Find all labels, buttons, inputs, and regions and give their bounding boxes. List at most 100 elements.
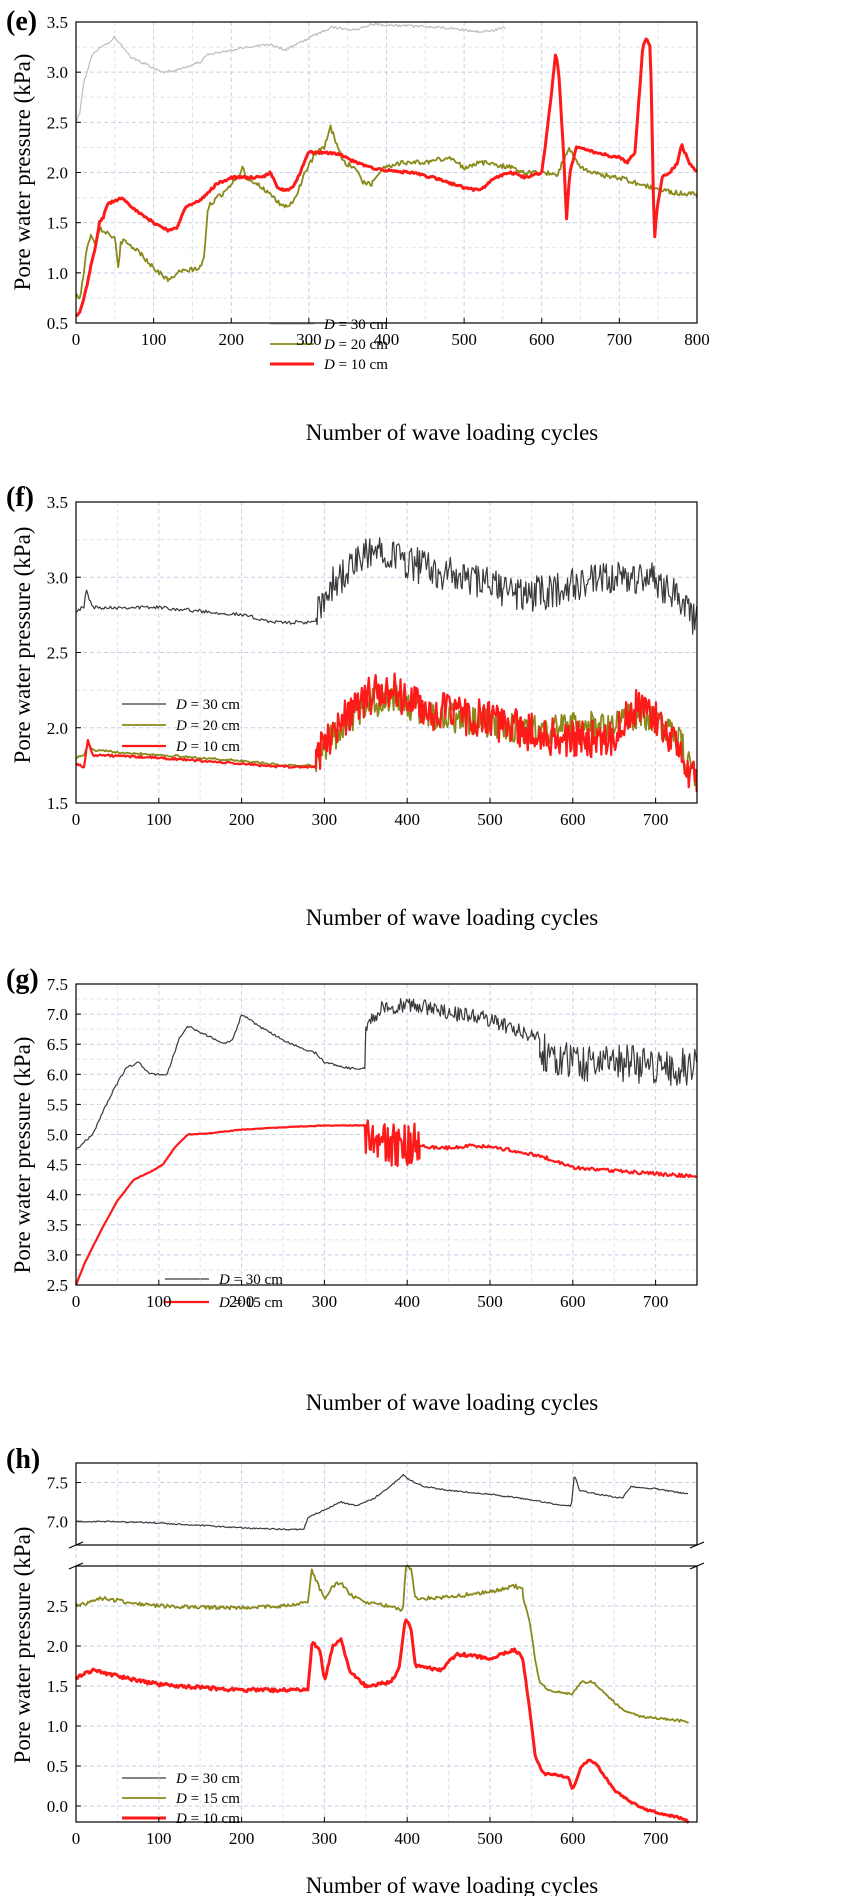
legend-label-g-d30: D = 30 cm bbox=[218, 1272, 283, 1288]
axis-break-mark bbox=[689, 1562, 705, 1570]
x-tick-label: 100 bbox=[146, 1292, 172, 1311]
x-tick-label: 200 bbox=[229, 1292, 255, 1311]
axis-break-mark bbox=[68, 1562, 84, 1570]
x-tick-label: 500 bbox=[477, 1829, 503, 1848]
x-axis-title-e: Number of wave loading cycles bbox=[306, 420, 599, 445]
y-axis-title-g: Pore water pressure (kPa) bbox=[10, 1037, 35, 1274]
y-tick-label: 2.0 bbox=[47, 1637, 68, 1656]
x-tick-label: 200 bbox=[219, 330, 245, 349]
series-line-e-2 bbox=[75, 37, 698, 317]
y-axis-title-f: Pore water pressure (kPa) bbox=[10, 527, 35, 764]
legend-f: D = 30 cm D = 20 cm D = 10 cm bbox=[122, 697, 240, 755]
series-line-g-1 bbox=[74, 1119, 698, 1286]
y-axis-title-h: Pore water pressure (kPa) bbox=[10, 1527, 35, 1764]
series-line-h-1 bbox=[75, 1564, 689, 1724]
y-tick-label: 1.0 bbox=[47, 264, 68, 283]
series-line-g-0 bbox=[75, 998, 698, 1151]
x-tick-label: 700 bbox=[643, 1829, 669, 1848]
x-axis-title-h: Number of wave loading cycles bbox=[306, 1873, 599, 1896]
y-tick-label: 7.0 bbox=[47, 1005, 68, 1024]
legend-label-h-d30: D = 30 cm bbox=[175, 1771, 240, 1787]
legend-e: D = 30 cm D = 20 cm D = 10 cm bbox=[270, 317, 388, 373]
y-tick-label: 0.0 bbox=[47, 1797, 68, 1816]
series-line-h-2 bbox=[74, 1618, 690, 1824]
x-tick-label: 600 bbox=[529, 330, 555, 349]
x-tick-label: 700 bbox=[607, 330, 633, 349]
x-tick-label: 0 bbox=[72, 1829, 81, 1848]
y-tick-label: 4.5 bbox=[47, 1156, 68, 1175]
y-tick-label: 2.5 bbox=[47, 113, 68, 132]
panel-label-e: (e) bbox=[6, 6, 37, 37]
x-axis-title-f: Number of wave loading cycles bbox=[306, 905, 599, 930]
grid-h bbox=[75, 1463, 697, 1822]
y-tick-label: 3.5 bbox=[47, 1216, 68, 1235]
y-tick-label: 2.5 bbox=[47, 1276, 68, 1295]
x-axis-title-g: Number of wave loading cycles bbox=[306, 1390, 599, 1415]
x-tick-label: 400 bbox=[394, 1292, 420, 1311]
x-tick-label: 200 bbox=[229, 1829, 255, 1848]
y-tick-label: 0.5 bbox=[47, 1757, 68, 1776]
x-tick-label: 200 bbox=[229, 810, 255, 829]
x-tick-label: 600 bbox=[560, 1829, 586, 1848]
legend-label-f-d20: D = 20 cm bbox=[175, 718, 240, 734]
x-tick-label: 400 bbox=[394, 1829, 420, 1848]
legend-label-e-d20: D = 20 cm bbox=[323, 337, 388, 353]
legend-label-e-d10: D = 10 cm bbox=[323, 357, 388, 373]
x-tick-label: 300 bbox=[312, 810, 338, 829]
panel-label-f: (f) bbox=[6, 482, 34, 513]
panel-g: (g) Pore water pressure (kPa) Number of … bbox=[6, 964, 698, 1415]
grid-f bbox=[75, 501, 697, 804]
x-tick-label: 100 bbox=[146, 1829, 172, 1848]
x-tick-label: 600 bbox=[560, 1292, 586, 1311]
axis-break-mark bbox=[689, 1541, 705, 1549]
y-tick-label: 3.0 bbox=[47, 568, 68, 587]
axis-break-mark bbox=[68, 1541, 84, 1549]
y-tick-label: 7.5 bbox=[47, 975, 68, 994]
plot-frame bbox=[75, 983, 698, 1286]
legend-g: D = 30 cm D = 15 cm bbox=[165, 1272, 283, 1311]
y-tick-label: 5.5 bbox=[47, 1095, 68, 1114]
x-tick-label: 300 bbox=[296, 330, 322, 349]
x-tick-label: 700 bbox=[643, 1292, 669, 1311]
y-tick-label: 5.0 bbox=[47, 1126, 68, 1145]
x-tick-label: 100 bbox=[146, 810, 172, 829]
panel-label-g: (g) bbox=[6, 964, 39, 995]
x-tick-label: 400 bbox=[374, 330, 400, 349]
series-line-f-0 bbox=[75, 537, 698, 635]
plot-frame bbox=[75, 21, 698, 324]
legend-label-e-d30: D = 30 cm bbox=[323, 317, 388, 333]
x-tick-label: 500 bbox=[477, 1292, 503, 1311]
y-tick-label: 4.0 bbox=[47, 1186, 68, 1205]
y-tick-label: 2.0 bbox=[47, 719, 68, 738]
panel-f: (f) Pore water pressure (kPa) Number of … bbox=[6, 482, 698, 930]
y-tick-label: 3.0 bbox=[47, 1246, 68, 1265]
legend-label-f-d30: D = 30 cm bbox=[175, 697, 240, 713]
x-tick-label: 500 bbox=[451, 330, 477, 349]
y-tick-label: 1.5 bbox=[47, 794, 68, 813]
panel-e: (e) Pore water pressure (kPa) Number of … bbox=[6, 6, 710, 445]
y-tick-label: 2.5 bbox=[47, 1597, 68, 1616]
y-tick-label: 0.5 bbox=[47, 314, 68, 333]
y-tick-label: 3.5 bbox=[47, 493, 68, 512]
series-line-f-2 bbox=[75, 672, 698, 792]
series-line-e-0 bbox=[75, 22, 506, 123]
y-tick-label: 6.0 bbox=[47, 1065, 68, 1084]
plot-frame bbox=[75, 501, 698, 804]
x-tick-label: 400 bbox=[394, 810, 420, 829]
series-line-h-0 bbox=[75, 1473, 689, 1531]
x-tick-label: 600 bbox=[560, 810, 586, 829]
y-tick-label: 2.5 bbox=[47, 644, 68, 663]
y-tick-label: 1.5 bbox=[47, 1677, 68, 1696]
legend-label-f-d10: D = 10 cm bbox=[175, 739, 240, 755]
x-tick-label: 500 bbox=[477, 810, 503, 829]
legend-label-h-d15: D = 15 cm bbox=[175, 1791, 240, 1807]
panel-label-h: (h) bbox=[6, 1444, 40, 1475]
x-tick-label: 0 bbox=[72, 330, 81, 349]
legend-label-h-d10: D = 10 cm bbox=[175, 1811, 240, 1827]
series-line-e-1 bbox=[75, 124, 698, 300]
y-axis-title-e: Pore water pressure (kPa) bbox=[10, 54, 35, 291]
y-tick-label: 2.0 bbox=[47, 164, 68, 183]
y-tick-label-upper: 7.5 bbox=[47, 1474, 68, 1493]
x-tick-label: 0 bbox=[72, 810, 81, 829]
